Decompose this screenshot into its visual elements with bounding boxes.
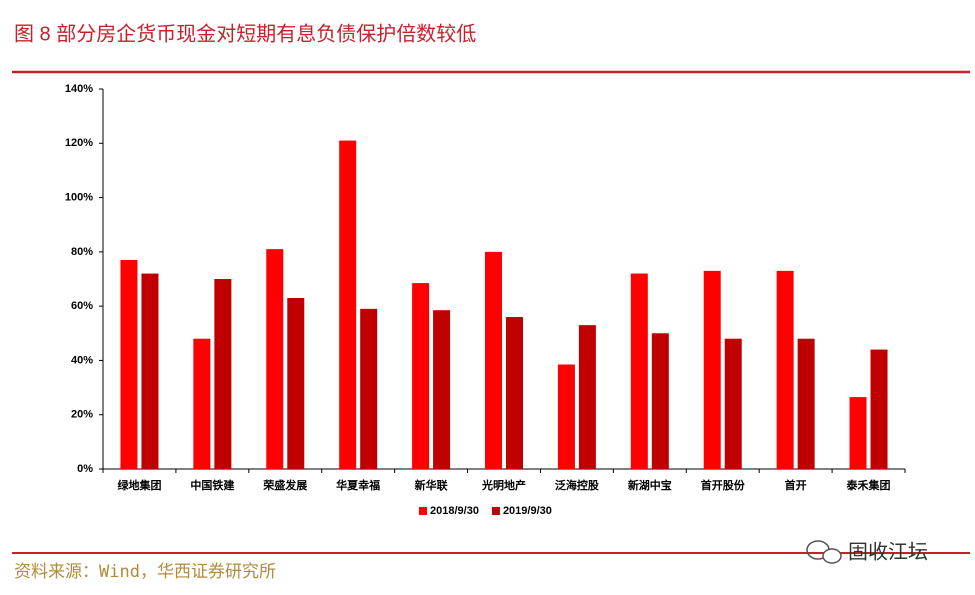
y-tick-label: 140% [65,83,93,95]
bar [141,273,159,469]
bar [724,338,742,469]
bar [433,310,451,469]
x-tick-label: 华夏幸福 [336,478,380,492]
bar [703,270,721,469]
x-tick-label: 首开股份 [701,478,746,492]
y-tick-label: 40% [71,354,93,366]
legend-swatch [491,507,500,515]
y-tick-label: 20% [71,409,93,421]
x-tick-label: 新华联 [415,478,448,492]
legend-label: 2018/9/30 [430,505,479,517]
source-note: 资料来源：Wind，华西证券研究所 [14,562,276,582]
y-tick-label: 100% [65,191,93,203]
bar [339,140,357,470]
x-tick-label: 中国铁建 [190,478,235,492]
bar [797,338,815,469]
bar [287,298,305,469]
legend-label: 2019/9/30 [503,505,552,517]
x-tick-label: 荣盛发展 [262,478,308,492]
bar [630,273,648,469]
bar [214,279,232,469]
legend-swatch [419,507,427,515]
x-tick-label: 新湖中宝 [628,478,672,492]
watermark-icon [806,540,842,564]
y-tick-label: 0% [77,463,93,475]
x-tick-label: 泰禾集团 [846,478,891,492]
watermark: 固收江坛 [848,540,928,563]
bar [120,260,138,469]
y-tick-label: 80% [71,246,93,258]
bar [870,349,888,469]
x-tick-label: 光明地产 [481,478,526,492]
bar [266,249,284,469]
bar [193,338,211,469]
chart-title: 图 8 部分房企货币现金对短期有息负债保护倍数较低 [14,22,476,45]
bar [485,251,502,469]
bar [849,397,867,469]
y-tick-label: 120% [65,137,93,149]
bar [412,283,430,469]
y-tick-label: 60% [71,300,93,312]
x-tick-label: 绿地集团 [117,478,161,492]
bar [360,308,378,469]
x-tick-label: 首开 [785,478,807,492]
bar [506,317,523,469]
x-tick-label: 泛海控股 [555,478,600,492]
bar [651,333,669,469]
bar [557,364,575,469]
bar [578,325,596,469]
bar [776,270,794,469]
